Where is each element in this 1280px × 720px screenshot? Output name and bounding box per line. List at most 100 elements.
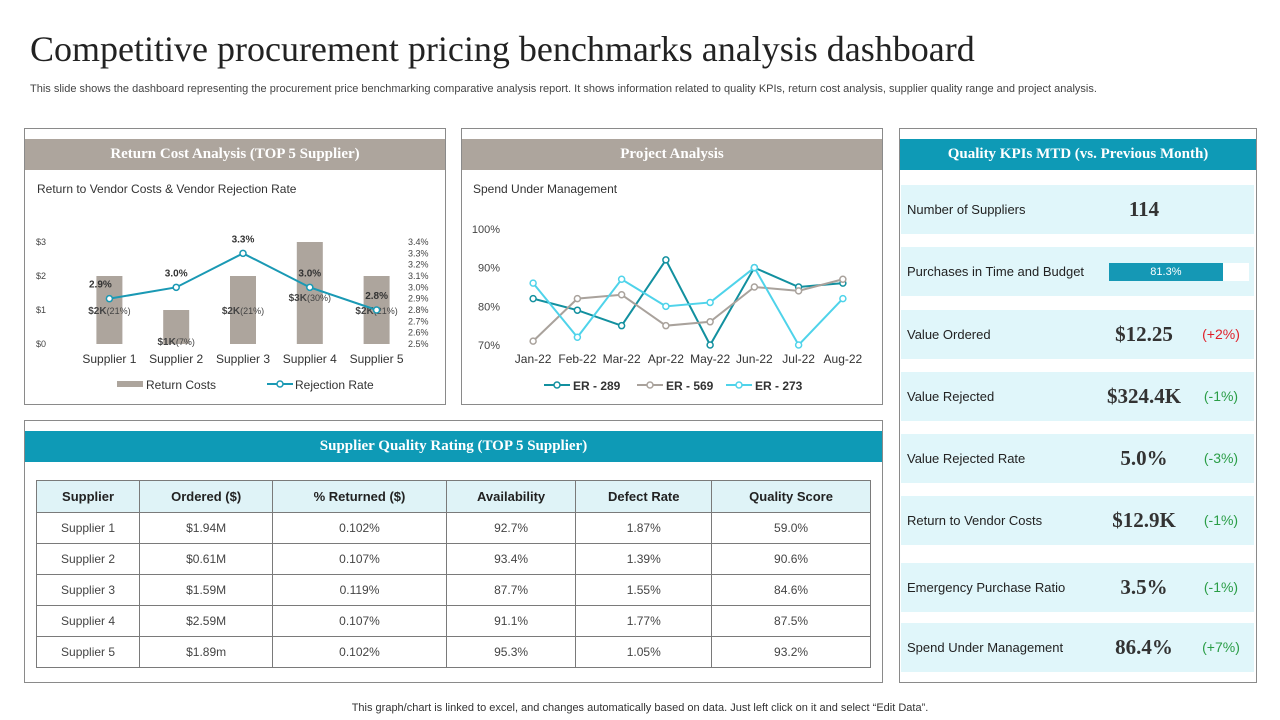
y-axis-tick: $1: [36, 305, 46, 315]
table-cell: 87.7%: [445, 574, 577, 606]
rejection-rate-point: [372, 306, 381, 314]
return-cost-bar: [96, 276, 123, 344]
y2-axis-tick: 2.8%: [408, 305, 429, 315]
return-cost-chart[interactable]: Return to Vendor Costs & Vendor Rejectio…: [25, 169, 445, 404]
table-cell: 0.102%: [272, 512, 447, 544]
kpi-label: Emergency Purchase Ratio: [907, 580, 1066, 595]
x-axis-tick: Supplier 4: [283, 352, 337, 366]
series-line-1: [532, 278, 844, 342]
table-cell: 59.0%: [711, 512, 871, 544]
line-data-label: 3.3%: [232, 234, 255, 245]
kpi-value: 5.0%: [1120, 446, 1168, 470]
table-cell: Supplier 2: [35, 543, 141, 575]
kpi-value: $12.25: [1115, 322, 1173, 346]
bar-data-label: $3K(30%): [289, 293, 331, 304]
table-row: Supplier 2 $0.61M 0.107% 93.4% 1.39% 90.…: [35, 543, 871, 575]
table-cell: 0.119%: [272, 574, 447, 606]
y-axis-tick: 90%: [478, 263, 500, 275]
y2-axis-tick: 3.3%: [408, 248, 429, 258]
y2-axis-tick: 2.5%: [408, 339, 429, 349]
legend-label-series-2: ER - 273: [755, 379, 803, 393]
y2-axis-tick: 2.7%: [408, 316, 429, 326]
quality-kpi-panel: Quality KPIs MTD (vs. Previous Month) Nu…: [899, 128, 1257, 683]
y-axis-tick: $0: [36, 339, 46, 349]
kpi-row-value-ordered: Value Ordered $12.25 (+2%): [901, 310, 1254, 359]
x-axis-tick: Jun-22: [736, 352, 773, 366]
page-footer: This graph/chart is linked to excel, and…: [351, 702, 929, 714]
bar-data-label: $1K(7%): [158, 337, 195, 348]
y2-axis-tick: 3.1%: [408, 271, 429, 281]
x-axis-tick: Mar-22: [603, 352, 641, 366]
x-axis-tick: Supplier 5: [350, 352, 404, 366]
y2-axis-tick: 2.6%: [408, 328, 429, 338]
x-axis-tick: Supplier 3: [216, 352, 270, 366]
col-header-supplier[interactable]: Supplier: [35, 480, 141, 513]
supplier-quality-panel: Supplier Quality Rating (TOP 5 Supplier)…: [24, 420, 883, 683]
quality-table: Supplier Ordered ($) % Returned ($) Avai…: [35, 480, 871, 668]
col-header-returned[interactable]: % Returned ($): [272, 480, 447, 513]
table-cell: 1.55%: [575, 574, 713, 606]
x-axis-tick: Jan-22: [515, 352, 552, 366]
kpi-change: (-1%): [1203, 512, 1239, 528]
series-point-1: [529, 337, 537, 345]
col-header-quality-score[interactable]: Quality Score: [711, 480, 871, 513]
bar-data-label: $2K(21%): [88, 306, 130, 317]
series-point-2: [839, 294, 847, 303]
table-row: Supplier 5 $1.89m 0.102% 95.3% 1.05% 93.…: [35, 636, 871, 668]
legend-label-series-1: ER - 569: [666, 379, 714, 393]
table-cell: 0.102%: [272, 636, 447, 668]
legend-marker-series-2: [735, 381, 743, 389]
table-row: Supplier 1 $1.94M 0.102% 92.7% 1.87% 59.…: [35, 512, 871, 544]
col-header-ordered[interactable]: Ordered ($): [139, 480, 274, 513]
line-data-label: 2.9%: [89, 280, 112, 291]
x-axis-tick: Supplier 1: [82, 352, 136, 366]
rejection-rate-point: [306, 283, 314, 292]
kpi-row-emergency-purchase: Emergency Purchase Ratio 3.5% (-1%): [901, 563, 1254, 612]
series-point-0: [573, 306, 582, 314]
table-cell: $0.61M: [139, 543, 274, 575]
kpi-change: (+7%): [1202, 639, 1240, 655]
col-header-defect-rate[interactable]: Defect Rate: [575, 480, 713, 513]
col-header-availability[interactable]: Availability: [445, 480, 577, 513]
y2-axis-tick: 2.9%: [408, 294, 429, 304]
table-cell: 1.05%: [575, 636, 713, 668]
x-axis-tick: Aug-22: [824, 352, 863, 366]
legend-label-return-costs: Return Costs: [146, 378, 216, 392]
series-point-0: [529, 294, 537, 303]
purchases-progress-fill: 81.3%: [1109, 263, 1223, 281]
kpi-row-value-rejected-rate: Value Rejected Rate 5.0% (-3%): [901, 434, 1254, 483]
kpi-label: Return to Vendor Costs: [907, 513, 1043, 528]
kpi-label: Spend Under Management: [907, 640, 1064, 655]
kpi-label: Purchases in Time and Budget: [907, 264, 1085, 279]
x-axis-tick: Apr-22: [648, 352, 684, 366]
kpi-value: $324.4K: [1106, 384, 1182, 408]
table-cell: 92.7%: [445, 512, 577, 544]
table-cell: 1.39%: [575, 543, 713, 575]
series-point-1: [750, 283, 759, 291]
return-cost-bar: [163, 310, 190, 344]
spend-chart[interactable]: Spend Under Management 70% 80% 90% 100% Jan-…: [462, 169, 882, 404]
x-axis-tick: Jul-22: [782, 352, 815, 366]
series-point-0: [617, 321, 626, 330]
table-cell: $1.89m: [139, 636, 274, 668]
kpi-row-number-of-suppliers: Number of Suppliers 114: [901, 185, 1254, 234]
rejection-rate-point: [105, 294, 114, 303]
table-cell: $1.94M: [139, 512, 274, 544]
x-axis-tick: Supplier 2: [149, 352, 203, 366]
kpi-value: 114: [1128, 197, 1160, 221]
purchases-progress-bar: 81.3%: [1109, 263, 1249, 281]
y2-axis-tick: 3.0%: [408, 282, 429, 292]
chart2-title: Spend Under Management: [473, 182, 618, 196]
supplier-quality-header: Supplier Quality Rating (TOP 5 Supplier): [25, 431, 882, 462]
legend-marker-series-0: [553, 381, 561, 389]
series-point-2: [794, 341, 803, 349]
rejection-rate-point: [239, 249, 247, 258]
kpi-row-purchases-in-time: Purchases in Time and Budget 81.3%: [901, 247, 1254, 296]
table-cell: 95.3%: [445, 636, 577, 668]
legend-marker-rejection-rate: [276, 380, 284, 388]
table-row: Supplier 3 $1.59M 0.119% 87.7% 1.55% 84.…: [35, 574, 871, 606]
table-cell: Supplier 1: [35, 512, 141, 544]
table-cell: Supplier 3: [35, 574, 141, 606]
x-axis-tick: May-22: [690, 352, 730, 366]
series-point-1: [662, 321, 670, 330]
